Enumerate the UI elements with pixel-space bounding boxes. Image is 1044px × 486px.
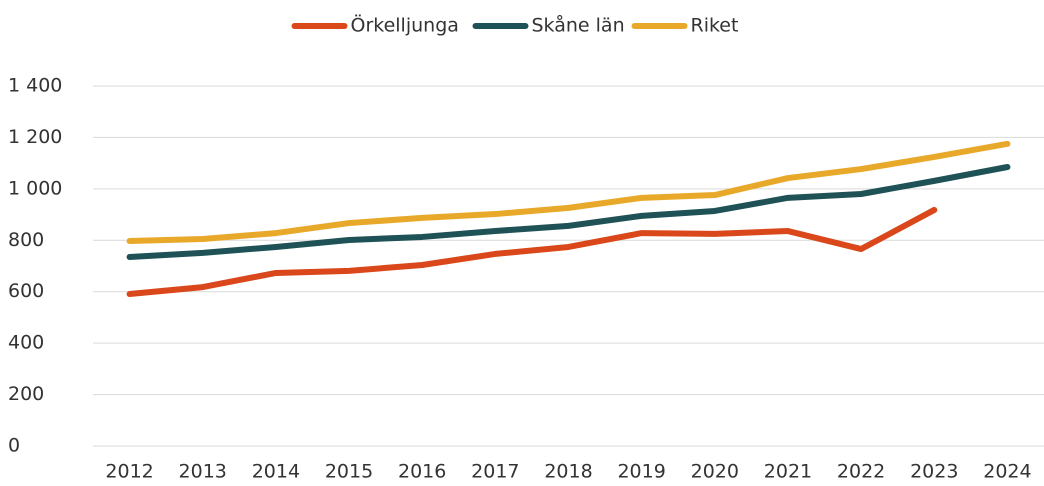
x-tick-label: 2022 xyxy=(837,461,885,483)
series-line xyxy=(126,140,1011,245)
legend-label: Örkelljunga xyxy=(351,14,459,37)
x-tick-label: 2013 xyxy=(179,461,227,483)
x-tick-label: 2020 xyxy=(691,461,739,483)
x-tick-label: 2018 xyxy=(544,461,592,483)
series-line xyxy=(126,164,1011,260)
legend-label: Riket xyxy=(691,15,739,37)
y-tick-label: 600 xyxy=(8,280,44,302)
x-tick-label: 2015 xyxy=(325,461,373,483)
y-tick-label: 800 xyxy=(8,229,44,251)
y-tick-label: 1 000 xyxy=(8,177,62,199)
x-tick-label: 2024 xyxy=(983,461,1031,483)
x-tick-label: 2019 xyxy=(617,461,665,483)
y-tick-label: 400 xyxy=(8,332,44,354)
legend-label: Skåne län xyxy=(532,14,625,37)
x-tick-label: 2021 xyxy=(764,461,812,483)
y-tick-label: 200 xyxy=(8,383,44,405)
y-tick-label: 0 xyxy=(8,435,20,457)
x-tick-label: 2017 xyxy=(471,461,519,483)
x-tick-label: 2014 xyxy=(252,461,300,483)
x-tick-label: 2012 xyxy=(105,461,153,483)
y-tick-label: 1 400 xyxy=(8,75,62,97)
series-line xyxy=(126,206,938,298)
y-tick-label: 1 200 xyxy=(8,126,62,148)
x-tick-label: 2023 xyxy=(910,461,958,483)
x-tick-label: 2016 xyxy=(398,461,446,483)
